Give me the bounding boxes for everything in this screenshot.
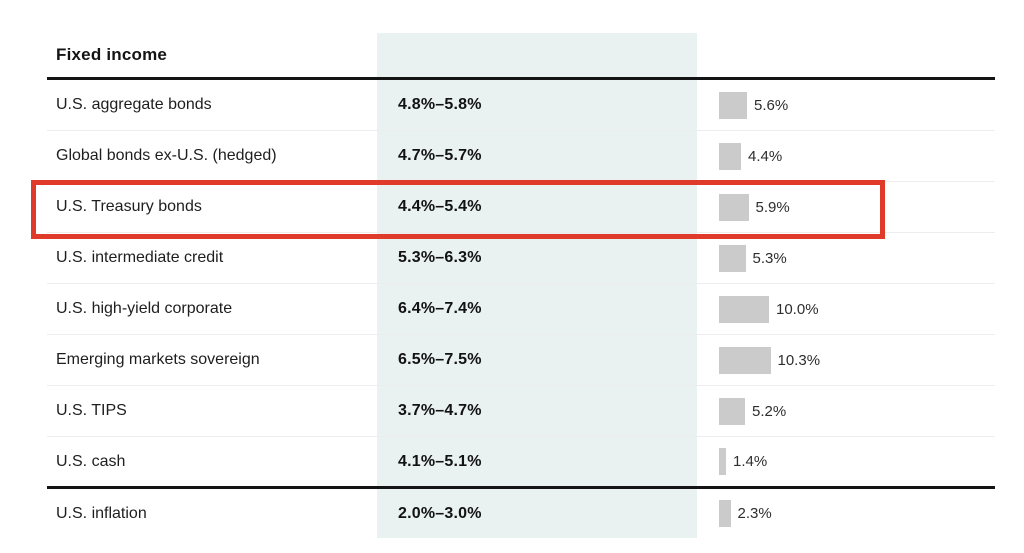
bar-cell: 1.4% [697, 448, 995, 475]
bar-cell: 5.2% [697, 397, 995, 425]
bar-value-label: 5.9% [755, 198, 790, 216]
table-row-highlighted: U.S. Treasury bonds 4.4%–5.4% 5.9% [47, 182, 995, 233]
bar-cell: 10.0% [697, 295, 995, 323]
bar [719, 500, 731, 527]
row-label: U.S. TIPS [56, 402, 127, 419]
bar-value-label: 5.2% [752, 402, 787, 420]
row-label: U.S. Treasury bonds [56, 198, 202, 215]
bar-value-label: 4.4% [748, 147, 783, 165]
bar-cell: 2.3% [697, 500, 995, 527]
table-row: Emerging markets sovereign 6.5%–7.5% 10.… [47, 335, 995, 386]
range-value: 4.1%–5.1% [398, 452, 482, 470]
row-label: U.S. inflation [56, 504, 147, 522]
row-label: U.S. high-yield corporate [56, 300, 233, 317]
bar-value-label: 10.3% [777, 351, 821, 369]
bar [719, 397, 745, 425]
range-value: 5.3%–6.3% [398, 249, 482, 266]
bar-value-label: 1.4% [733, 453, 768, 470]
bar [719, 193, 749, 221]
bar-cell: 10.3% [697, 346, 995, 374]
fixed-income-table: Fixed income U.S. aggregate bonds 4.8%–5… [47, 33, 995, 538]
bar [719, 244, 746, 272]
table-row: U.S. cash 4.1%–5.1% 1.4% [47, 437, 995, 489]
table-row: U.S. high-yield corporate 6.4%–7.4% 10.0… [47, 284, 995, 335]
table-row-footer: U.S. inflation 2.0%–3.0% 2.3% [47, 489, 995, 538]
range-value: 4.7%–5.7% [398, 147, 482, 164]
table-row: U.S. TIPS 3.7%–4.7% 5.2% [47, 386, 995, 437]
range-value: 6.4%–7.4% [398, 300, 482, 317]
bar [719, 346, 771, 374]
bar [719, 448, 726, 475]
bar-cell: 5.6% [697, 91, 995, 119]
range-value: 4.8%–5.8% [398, 96, 482, 113]
row-label: Global bonds ex-U.S. (hedged) [56, 147, 277, 164]
row-label: Emerging markets sovereign [56, 351, 260, 368]
bar-cell: 5.3% [697, 244, 995, 272]
table-row: U.S. intermediate credit 5.3%–6.3% 5.3% [47, 233, 995, 284]
bar-value-label: 2.3% [737, 505, 772, 522]
bar-cell: 4.4% [697, 142, 995, 170]
bar-value-label: 10.0% [776, 300, 819, 318]
bar-value-label: 5.3% [752, 249, 787, 267]
row-label: U.S. aggregate bonds [56, 96, 212, 113]
bar [719, 142, 741, 170]
bar [719, 91, 747, 119]
range-value: 2.0%–3.0% [398, 504, 482, 522]
range-column-highlight-band [377, 33, 697, 538]
table-row: U.S. aggregate bonds 4.8%–5.8% 5.6% [47, 80, 995, 131]
bar-value-label: 5.6% [754, 96, 789, 114]
range-value: 4.4%–5.4% [398, 198, 482, 215]
range-value: 6.5%–7.5% [398, 351, 482, 368]
table-header: Fixed income [47, 33, 995, 80]
row-label: U.S. cash [56, 452, 126, 470]
range-value: 3.7%–4.7% [398, 402, 482, 419]
bar [719, 295, 769, 323]
table-title: Fixed income [56, 45, 168, 64]
bar-cell: 5.9% [697, 193, 995, 221]
row-label: U.S. intermediate credit [56, 249, 224, 266]
table-row: Global bonds ex-U.S. (hedged) 4.7%–5.7% … [47, 131, 995, 182]
